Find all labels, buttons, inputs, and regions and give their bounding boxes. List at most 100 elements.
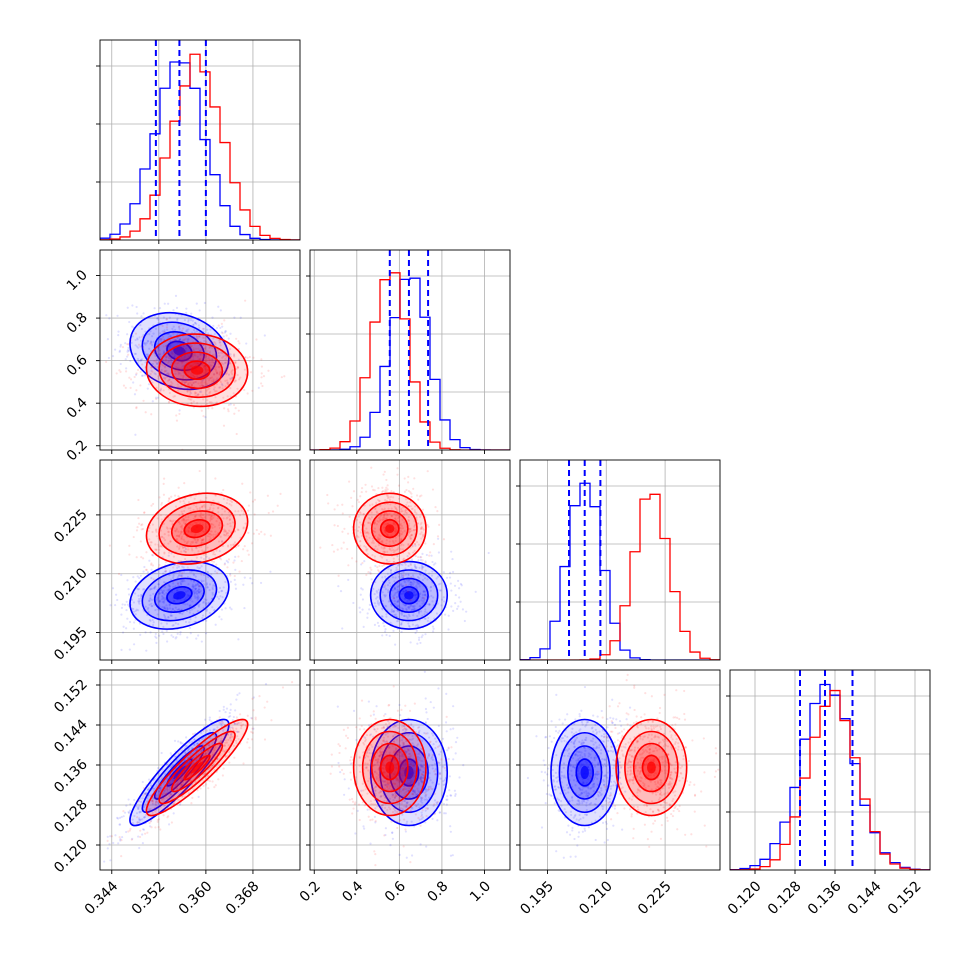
scatter-point	[382, 473, 385, 476]
scatter-point	[451, 557, 454, 561]
contour-line-3	[369, 560, 449, 630]
scatter-point	[192, 585, 195, 588]
scatter-point	[377, 757, 380, 761]
scatter-point	[236, 365, 239, 369]
scatter-point	[184, 603, 187, 606]
histogram-series-0	[100, 61, 300, 240]
scatter-point	[214, 477, 217, 480]
scatter-point	[385, 490, 388, 493]
scatter-point	[384, 833, 387, 837]
scatter-point	[168, 498, 171, 501]
scatter-point	[402, 614, 406, 618]
scatter-point	[175, 362, 179, 365]
scatter-point	[217, 778, 220, 781]
scatter-point	[233, 379, 237, 382]
scatter-point	[179, 582, 183, 585]
scatter-point	[206, 749, 209, 753]
scatter-point	[136, 337, 139, 340]
scatter-point	[117, 842, 120, 845]
scatter-point	[118, 816, 122, 819]
scatter-point	[396, 600, 400, 603]
scatter-point	[185, 541, 189, 544]
scatter-point	[374, 507, 377, 511]
scatter-point	[242, 548, 245, 551]
scatter-point	[150, 335, 154, 338]
scatter-point	[386, 719, 390, 723]
scatter-point	[225, 369, 228, 372]
scatter-point	[178, 546, 181, 549]
scatter-point	[214, 396, 217, 399]
scatter-point	[162, 613, 166, 616]
scatter-point	[445, 692, 448, 695]
scatter-point	[450, 605, 453, 608]
scatter-point	[116, 816, 119, 819]
scatter-point	[221, 774, 224, 777]
scatter-point	[180, 362, 184, 365]
scatter-point	[209, 518, 212, 521]
scatter-point	[420, 813, 424, 817]
scatter-point	[395, 620, 399, 623]
scatter-point	[162, 389, 165, 392]
scatter-point	[200, 556, 203, 559]
scatter-point	[165, 526, 168, 529]
scatter-point	[373, 555, 376, 558]
scatter-point	[348, 515, 351, 518]
scatter-point	[198, 349, 201, 352]
scatter-point	[201, 768, 204, 771]
scatter-point	[184, 547, 187, 551]
scatter-point	[209, 537, 212, 540]
scatter-point	[162, 800, 165, 803]
scatter-point	[191, 585, 194, 588]
scatter-point	[437, 782, 440, 786]
scatter-point	[190, 365, 193, 368]
scatter-point	[179, 338, 182, 341]
scatter-point	[250, 542, 254, 545]
scatter-point	[383, 516, 386, 519]
scatter-point	[419, 641, 422, 645]
scatter-point	[363, 544, 366, 548]
scatter-point	[186, 338, 189, 341]
scatter-point	[210, 754, 213, 757]
scatter-point	[424, 561, 427, 564]
scatter-point	[128, 809, 132, 812]
scatter-point	[196, 742, 200, 745]
scatter-point	[229, 499, 232, 502]
scatter-point	[156, 596, 160, 599]
scatter-point	[385, 800, 389, 803]
scatter-point	[407, 573, 410, 576]
scatter-point	[369, 733, 373, 736]
scatter-point	[220, 492, 223, 495]
scatter-point	[393, 586, 397, 590]
scatter-point	[193, 376, 196, 379]
scatter-point	[179, 544, 182, 547]
scatter-point	[383, 550, 386, 553]
scatter-point	[168, 603, 171, 606]
scatter-point	[132, 627, 135, 630]
scatter-point	[213, 514, 216, 517]
scatter-point	[208, 729, 212, 732]
scatter-point	[111, 587, 115, 590]
scatter-point	[120, 815, 123, 819]
scatter-point	[149, 807, 152, 811]
scatter-point	[407, 574, 410, 577]
scatter-point	[177, 570, 181, 573]
scatter-point	[220, 540, 224, 543]
contour-line-1	[170, 742, 224, 793]
scatter-point	[238, 342, 241, 345]
scatter-point	[235, 742, 238, 745]
scatter-point	[146, 353, 149, 356]
scatter-point	[127, 811, 131, 815]
scatter-point	[144, 792, 147, 795]
scatter-point	[163, 804, 167, 807]
scatter-point	[150, 340, 153, 344]
scatter-point	[224, 345, 228, 348]
scatter-point	[149, 619, 152, 623]
scatter-point	[154, 635, 157, 638]
scatter-point	[172, 794, 175, 797]
scatter-point	[214, 343, 217, 346]
scatter-point	[158, 548, 161, 551]
scatter-point	[207, 744, 210, 747]
scatter-point	[266, 494, 269, 497]
scatter-point	[179, 742, 182, 745]
scatter-point	[205, 619, 208, 622]
